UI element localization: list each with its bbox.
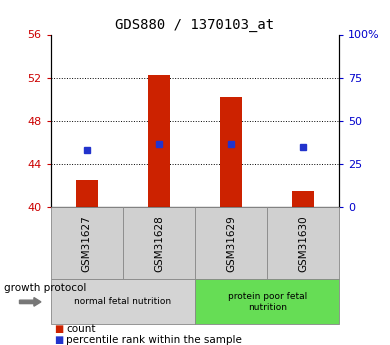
Text: GSM31630: GSM31630 bbox=[298, 215, 308, 272]
Bar bbox=[292, 191, 314, 207]
Text: ■: ■ bbox=[55, 335, 64, 345]
Text: normal fetal nutrition: normal fetal nutrition bbox=[74, 297, 172, 306]
Text: GSM31628: GSM31628 bbox=[154, 215, 164, 272]
Text: GSM31629: GSM31629 bbox=[226, 215, 236, 272]
Text: GSM31627: GSM31627 bbox=[82, 215, 92, 272]
Title: GDS880 / 1370103_at: GDS880 / 1370103_at bbox=[115, 18, 275, 32]
Text: percentile rank within the sample: percentile rank within the sample bbox=[66, 335, 242, 345]
Bar bbox=[76, 180, 98, 207]
Text: ■: ■ bbox=[55, 325, 64, 334]
Text: protein poor fetal
nutrition: protein poor fetal nutrition bbox=[227, 292, 307, 312]
Bar bbox=[220, 97, 242, 207]
Text: growth protocol: growth protocol bbox=[4, 283, 86, 293]
Bar bbox=[148, 76, 170, 207]
Text: count: count bbox=[66, 325, 96, 334]
